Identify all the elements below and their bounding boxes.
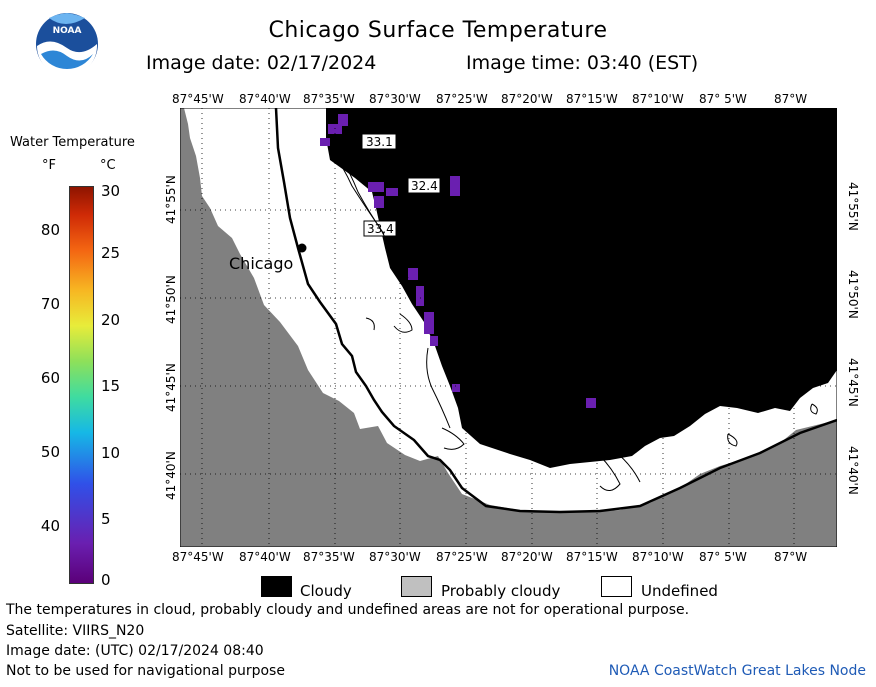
lon-label-bottom: 87° 5'W — [699, 550, 747, 564]
lon-label-bottom: 87°W — [774, 550, 808, 564]
lat-label-right: 41°50'N — [846, 270, 860, 319]
lat-label-left: 41°40'N — [164, 451, 178, 500]
lat-label-left: 41°50'N — [164, 275, 178, 324]
colorbar-f-tick: 40 — [40, 517, 60, 535]
city-label: Chicago — [229, 254, 293, 273]
noaa-logo-text: NOAA — [53, 26, 82, 36]
disclaimer-text: The temperatures in cloud, probably clou… — [6, 602, 690, 618]
cloudy-area — [326, 108, 837, 468]
lat-label-right: 41°45'N — [846, 358, 860, 407]
lon-label-top: 87° 5'W — [699, 92, 747, 106]
lon-label-bottom: 87°15'W — [566, 550, 618, 564]
lon-label-bottom: 87°40'W — [239, 550, 291, 564]
lat-label-left: 41°45'N — [164, 363, 178, 412]
temperature-map: 33.1 32.4 33.4 Chicago — [180, 108, 837, 547]
lon-label-top: 87°20'W — [501, 92, 553, 106]
lon-label-top: 87°W — [774, 92, 808, 106]
lon-label-top: 87°10'W — [632, 92, 684, 106]
page-title: Chicago Surface Temperature — [268, 18, 608, 43]
lon-label-bottom: 87°20'W — [501, 550, 553, 564]
probably-cloudy-label: Probably cloudy — [441, 582, 561, 600]
colorbar-f-tick: 80 — [40, 221, 60, 239]
undefined-swatch — [601, 576, 632, 597]
lon-label-top: 87°15'W — [566, 92, 618, 106]
colorbar-c-tick: 15 — [101, 377, 121, 395]
cloudy-swatch — [261, 576, 292, 597]
lon-label-top: 87°45'W — [172, 92, 224, 106]
lat-lon-grid — [180, 108, 837, 547]
navigation-warning: Not to be used for navigational purpose — [6, 663, 285, 679]
temp-label: 33.1 — [366, 135, 393, 149]
lat-label-left: 41°55'N — [164, 175, 178, 224]
lon-label-top: 87°25'W — [436, 92, 488, 106]
lon-label-bottom: 87°35'W — [303, 550, 355, 564]
undefined-label: Undefined — [641, 582, 718, 600]
colorbar-c-tick: 0 — [101, 571, 111, 589]
chicago-marker — [297, 243, 307, 253]
cloudy-label: Cloudy — [300, 582, 352, 600]
legend-unit-c: °C — [100, 158, 116, 173]
image-date: Image date: 02/17/2024 — [146, 52, 377, 74]
lon-label-top: 87°40'W — [239, 92, 291, 106]
colorbar-f-tick: 70 — [40, 295, 60, 313]
lon-label-top: 87°35'W — [303, 92, 355, 106]
temperature-contours — [329, 147, 818, 491]
image-time: Image time: 03:40 (EST) — [466, 52, 699, 74]
colorbar-c-tick: 10 — [101, 444, 121, 462]
colorbar-c-tick: 20 — [101, 311, 121, 329]
probably-cloudy-swatch — [401, 576, 432, 597]
satellite-text: Satellite: VIIRS_N20 — [6, 623, 145, 639]
utc-date-text: Image date: (UTC) 02/17/2024 08:40 — [6, 643, 264, 659]
lat-label-right: 41°55'N — [846, 182, 860, 231]
lon-label-bottom: 87°25'W — [436, 550, 488, 564]
coastwatch-node: NOAA CoastWatch Great Lakes Node — [608, 663, 866, 679]
temp-label: 32.4 — [411, 179, 438, 193]
colorbar-f-tick: 50 — [40, 443, 60, 461]
temperature-colorbar — [69, 186, 94, 584]
lon-label-top: 87°30'W — [369, 92, 421, 106]
lon-label-bottom: 87°10'W — [632, 550, 684, 564]
lat-label-right: 41°40'N — [846, 446, 860, 495]
lon-label-bottom: 87°30'W — [369, 550, 421, 564]
noaa-logo: NOAA — [36, 13, 98, 76]
legend-title: Water Temperature — [10, 135, 135, 150]
colorbar-c-tick: 5 — [101, 510, 111, 528]
temp-label: 33.4 — [367, 222, 394, 236]
colorbar-c-tick: 25 — [101, 244, 121, 262]
shoreline — [274, 108, 837, 514]
colorbar-f-tick: 60 — [40, 369, 60, 387]
lon-label-bottom: 87°45'W — [172, 550, 224, 564]
legend-unit-f: °F — [42, 158, 56, 173]
colorbar-c-tick: 30 — [101, 182, 121, 200]
